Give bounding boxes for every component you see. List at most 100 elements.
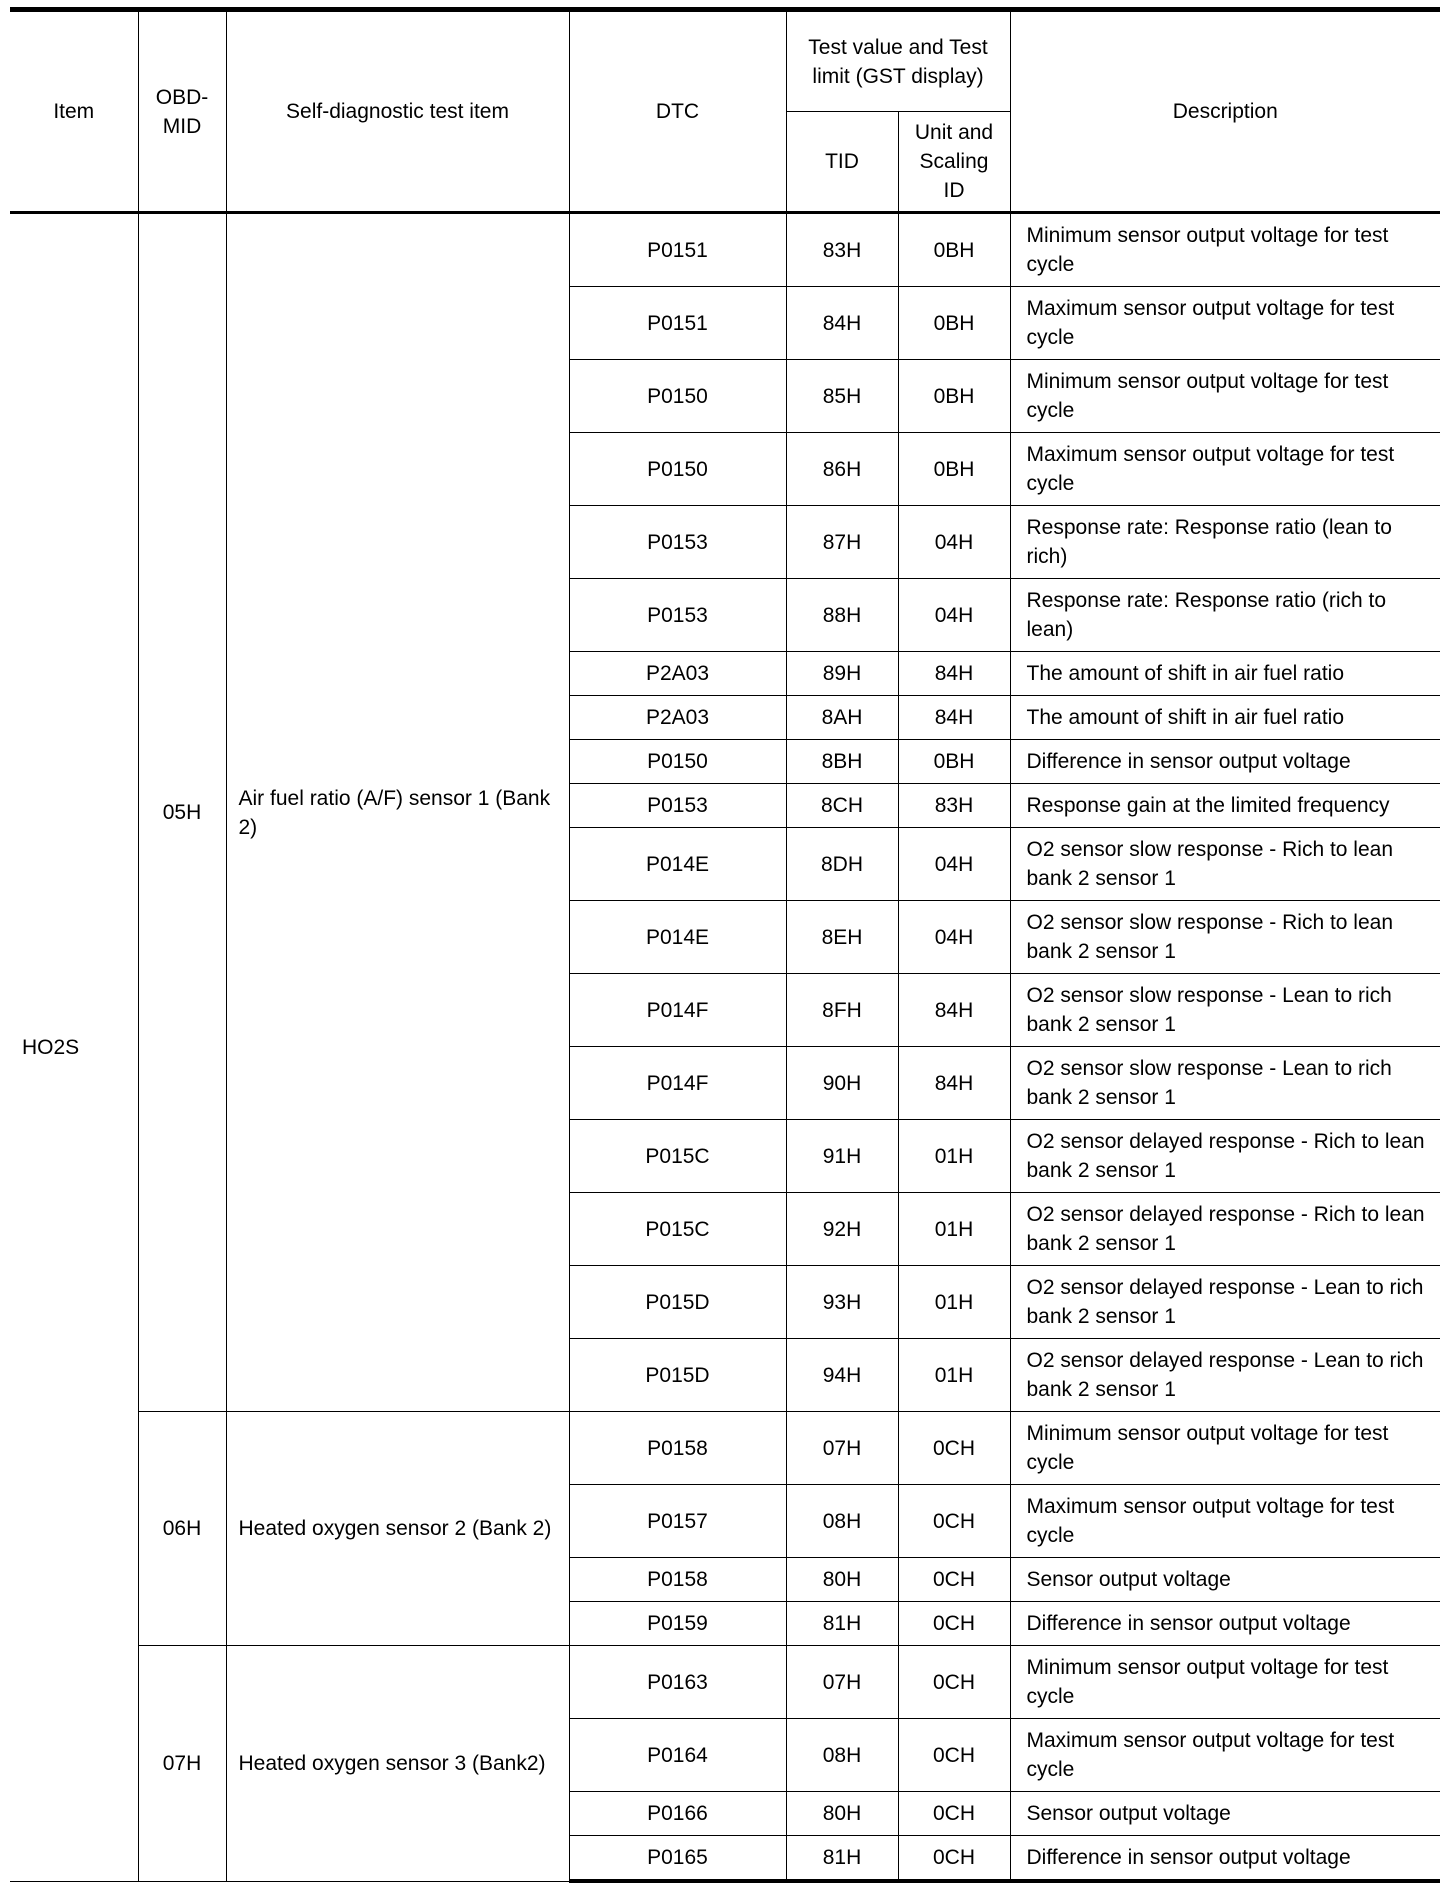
tid-cell: 84H [785, 286, 899, 360]
dtc-cell: P014E [569, 900, 787, 974]
description-cell: O2 sensor slow response - Lean to rich b… [1009, 1046, 1440, 1120]
unit-scaling-cell: 04H [897, 827, 1011, 901]
unit-scaling-cell: 84H [897, 695, 1011, 740]
tid-cell: 83H [785, 211, 899, 287]
tid-cell: 94H [785, 1338, 899, 1412]
unit-scaling-cell: 01H [897, 1338, 1011, 1412]
table-row: P014F 8FH 84H O2 sensor slow response - Lea… [10, 973, 1440, 1047]
description-cell: O2 sensor slow response - Rich to lean b… [1009, 827, 1440, 901]
item-cell: HO2S [10, 211, 139, 1882]
tid-cell: 93H [785, 1265, 899, 1339]
unit-scaling-cell: 01H [897, 1192, 1011, 1266]
description-cell: O2 sensor slow response - Lean to rich b… [1009, 973, 1440, 1047]
description-cell: Sensor output voltage [1009, 1557, 1440, 1602]
table-row: P0164 08H 0CH Maximum sensor output voltage… [10, 1718, 1440, 1792]
dtc-cell: P015D [569, 1265, 787, 1339]
description-cell: Difference in sensor output voltage [1009, 1601, 1440, 1646]
dtc-cell: P0165 [569, 1835, 787, 1883]
table-row: P014F 90H 84H O2 sensor slow response - Lea… [10, 1046, 1440, 1120]
unit-scaling-cell: 04H [897, 505, 1011, 579]
description-cell: O2 sensor delayed response - Lean to ric… [1009, 1338, 1440, 1412]
dtc-cell: P0157 [569, 1484, 787, 1558]
header-tid: TID [786, 111, 899, 213]
tid-cell: 07H [785, 1411, 899, 1485]
tid-cell: 87H [785, 505, 899, 579]
unit-scaling-cell: 0CH [897, 1645, 1011, 1719]
unit-scaling-cell: 84H [897, 973, 1011, 1047]
description-cell: Sensor output voltage [1009, 1791, 1440, 1836]
dtc-cell: P0163 [568, 1645, 787, 1719]
table-row: P0153 87H 04H Response rate: Response ratio… [10, 505, 1440, 579]
header-obd-mid: OBD-MID [137, 7, 227, 213]
description-cell: Minimum sensor output voltage for test c… [1009, 211, 1440, 287]
description-cell: Minimum sensor output voltage for test c… [1009, 1411, 1440, 1485]
unit-scaling-cell: 84H [897, 651, 1011, 696]
tid-cell: 8BH [785, 739, 899, 784]
dtc-cell: P0150 [569, 739, 787, 784]
unit-scaling-cell: 0CH [897, 1835, 1011, 1883]
description-cell: Maximum sensor output voltage for test c… [1009, 286, 1440, 360]
tid-cell: 8FH [785, 973, 899, 1047]
tid-cell: 08H [785, 1484, 899, 1558]
tid-cell: 90H [785, 1046, 899, 1120]
description-cell: Difference in sensor output voltage [1009, 1835, 1440, 1883]
unit-scaling-cell: 0BH [897, 359, 1011, 433]
dtc-cell: P0153 [569, 505, 787, 579]
dtc-cell: P0153 [569, 783, 787, 828]
tid-cell: 07H [785, 1645, 899, 1719]
dtc-cell: P014F [569, 973, 787, 1047]
description-cell: Maximum sensor output voltage for test c… [1009, 432, 1440, 506]
table-row: P0150 86H 0BH Maximum sensor output voltage… [10, 432, 1440, 506]
obd-test-table: Item OBD-MID Self-diagnostic test item D… [10, 7, 1440, 1883]
description-cell: O2 sensor delayed response - Rich to lea… [1009, 1192, 1440, 1266]
description-cell: O2 sensor delayed response - Lean to ric… [1009, 1265, 1440, 1339]
dtc-cell: P0150 [569, 432, 787, 506]
unit-scaling-cell: 83H [897, 783, 1011, 828]
tid-cell: 8AH [785, 695, 899, 740]
description-cell: The amount of shift in air fuel ratio [1009, 695, 1440, 740]
header-test-item: Self-diagnostic test item [225, 7, 570, 213]
dtc-cell: P015D [569, 1338, 787, 1412]
tid-cell: 88H [785, 578, 899, 652]
dtc-cell: P0153 [569, 578, 787, 652]
unit-scaling-cell: 84H [897, 1046, 1011, 1120]
header-unit-scaling: Unit and Scaling ID [897, 111, 1010, 213]
tid-cell: 80H [785, 1557, 899, 1602]
table-row: P0153 88H 04H Response rate: Response ratio… [10, 578, 1440, 652]
tid-cell: 86H [785, 432, 899, 506]
table-row: P0150 85H 0BH Minimum sensor output voltage… [10, 359, 1440, 433]
dtc-cell: P0158 [568, 1411, 787, 1485]
test-item-cell: Heated oxygen sensor 2 (Bank 2) [225, 1411, 570, 1646]
dtc-cell: P015C [569, 1119, 787, 1193]
table-row: P0159 81H 0CH Difference in sensor output v… [10, 1601, 1440, 1646]
unit-scaling-cell: 01H [897, 1265, 1011, 1339]
header-dtc: DTC [568, 7, 787, 213]
unit-scaling-cell: 0BH [897, 211, 1011, 287]
obd-mid-cell: 07H [138, 1645, 227, 1882]
dtc-cell: P0150 [569, 359, 787, 433]
unit-scaling-cell: 0CH [897, 1484, 1011, 1558]
table-row: P014E 8EH 04H O2 sensor slow response - Ric… [10, 900, 1440, 974]
unit-scaling-cell: 0CH [897, 1557, 1011, 1602]
table-row: 06H Heated oxygen sensor 2 (Bank 2) P0158 0… [10, 1411, 1440, 1646]
description-cell: O2 sensor delayed response - Rich to lea… [1009, 1119, 1440, 1193]
tid-cell: 81H [785, 1835, 899, 1883]
unit-scaling-cell: 0BH [897, 739, 1011, 784]
unit-scaling-cell: 0CH [897, 1601, 1011, 1646]
unit-scaling-cell: 04H [897, 578, 1011, 652]
dtc-cell: P0158 [569, 1557, 787, 1602]
dtc-cell: P014F [569, 1046, 787, 1120]
test-item-cell: Air fuel ratio (A/F) sensor 1 (Bank 2) [225, 211, 570, 1412]
table-row: P0150 8BH 0BH Difference in sensor output v… [10, 739, 1440, 784]
tid-cell: 8DH [785, 827, 899, 901]
description-cell: O2 sensor slow response - Rich to lean b… [1009, 900, 1440, 974]
table-row: P014E 8DH 04H O2 sensor slow response - Ric… [10, 827, 1440, 901]
table-row: P0166 80H 0CH Sensor output voltage [10, 1791, 1440, 1836]
tid-cell: 80H [785, 1791, 899, 1836]
table-row: P0158 80H 0CH Sensor output voltage [10, 1557, 1440, 1602]
header-description: Description [1009, 7, 1440, 213]
tid-cell: 92H [785, 1192, 899, 1266]
header-test-value-group: Test value and Test limit (GST display) [785, 7, 1011, 112]
unit-scaling-cell: 0CH [897, 1718, 1011, 1792]
description-cell: Response rate: Response ratio (rich to l… [1009, 578, 1440, 652]
